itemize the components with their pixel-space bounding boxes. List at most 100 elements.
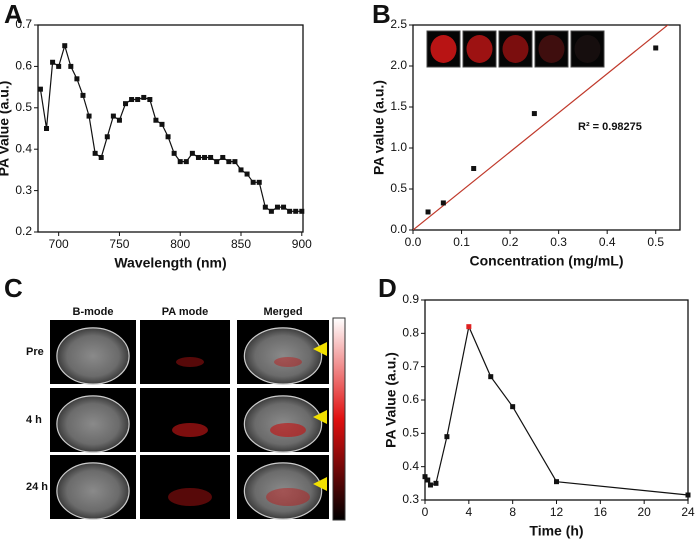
x-tick-label: 0.3 <box>550 235 567 249</box>
marker <box>86 113 92 119</box>
image-tile <box>140 455 230 519</box>
data-line <box>424 324 689 496</box>
marker <box>471 166 477 171</box>
y-axis-label: PA value (a.u.) <box>371 80 387 175</box>
marker <box>444 434 450 440</box>
panel-letter: A <box>4 0 23 29</box>
y-tick-label: 0.4 <box>402 459 419 473</box>
marker <box>268 208 274 214</box>
marker <box>141 94 147 100</box>
tissue <box>56 327 130 385</box>
pa-signal <box>176 357 204 367</box>
pa-signal <box>168 488 212 506</box>
marker <box>135 97 141 103</box>
panel-letter: D <box>378 273 397 303</box>
marker <box>165 134 171 140</box>
y-tick-label: 0.5 <box>402 426 419 440</box>
row-label: 24 h <box>26 481 48 493</box>
data-line <box>39 43 302 213</box>
marker <box>293 208 299 214</box>
marker <box>116 117 122 123</box>
marker <box>425 477 431 483</box>
marker <box>44 126 50 131</box>
marker <box>510 404 516 410</box>
marker <box>256 179 262 185</box>
x-tick-label: 0 <box>422 505 429 519</box>
marker <box>250 179 256 185</box>
x-axis-label: Concentration (mg/mL) <box>470 253 624 269</box>
x-tick-label: 0.0 <box>405 235 422 249</box>
y-tick-label: 2.0 <box>390 58 407 72</box>
x-tick-label: 4 <box>465 505 472 519</box>
arrow <box>313 410 327 424</box>
y-tick-label: 0.5 <box>15 100 32 114</box>
marker <box>274 204 280 210</box>
marker <box>171 150 177 156</box>
arrow <box>313 477 327 491</box>
marker <box>56 63 62 69</box>
tissue <box>56 395 130 453</box>
x-tick-label: 0.5 <box>647 235 664 249</box>
x-tick-label: 800 <box>170 237 190 251</box>
plot-frame <box>424 299 689 501</box>
marker <box>299 208 305 214</box>
x-tick-label: 8 <box>509 505 516 519</box>
marker <box>74 76 80 82</box>
marker <box>531 111 537 117</box>
y-tick-label: 0.8 <box>402 326 419 340</box>
marker <box>153 117 159 123</box>
y-tick-label: 0.0 <box>390 222 407 236</box>
x-tick-label: 0.1 <box>453 235 470 249</box>
y-tick-label: 1.0 <box>390 140 407 154</box>
y-tick-label: 0.3 <box>402 492 419 506</box>
marker <box>214 159 220 165</box>
marker <box>226 159 232 165</box>
tissue <box>243 327 323 385</box>
y-tick-label: 2.5 <box>390 17 407 31</box>
marker <box>244 171 250 177</box>
row-label: 4 h <box>26 414 42 426</box>
marker <box>425 209 431 215</box>
x-tick-label: 24 <box>681 505 695 519</box>
marker <box>232 159 238 165</box>
x-tick-label: 16 <box>594 505 608 519</box>
marker <box>189 150 195 156</box>
marker <box>159 121 165 127</box>
inset-sample <box>430 35 457 63</box>
image-tile <box>140 320 230 384</box>
marker <box>80 92 86 98</box>
tissue <box>56 462 130 520</box>
x-tick-label: 850 <box>231 237 251 251</box>
pa-signal <box>274 357 302 367</box>
fit-line <box>413 25 669 230</box>
column-label: B-mode <box>73 306 114 318</box>
marker <box>554 479 559 485</box>
marker <box>147 97 153 103</box>
marker <box>238 167 244 173</box>
marker <box>287 208 293 214</box>
inset-sample <box>502 35 529 63</box>
marker <box>62 43 68 49</box>
inset-sample <box>466 35 493 63</box>
y-tick-label: 0.5 <box>390 181 407 195</box>
x-tick-label: 0.4 <box>599 235 616 249</box>
x-tick-label: 12 <box>550 505 564 519</box>
marker <box>653 45 659 51</box>
pa-signal <box>172 423 208 437</box>
inset-sample <box>538 35 565 63</box>
marker <box>68 63 74 69</box>
y-tick-label: 0.7 <box>15 17 32 31</box>
marker <box>220 154 226 160</box>
panel-letter: C <box>4 273 23 303</box>
panel-c: C B-mode PA mode Merged Pre 4 h 24 h <box>4 273 346 521</box>
y-tick-label: 0.4 <box>15 141 32 155</box>
y-tick-label: 0.3 <box>15 183 32 197</box>
y-tick-label: 0.2 <box>15 224 32 238</box>
marker <box>685 492 691 498</box>
y-tick-label: 1.5 <box>390 99 407 113</box>
plot-frame <box>412 24 681 231</box>
marker <box>427 482 433 488</box>
x-axis-label: Time (h) <box>529 523 583 539</box>
plot-frame <box>37 24 304 233</box>
